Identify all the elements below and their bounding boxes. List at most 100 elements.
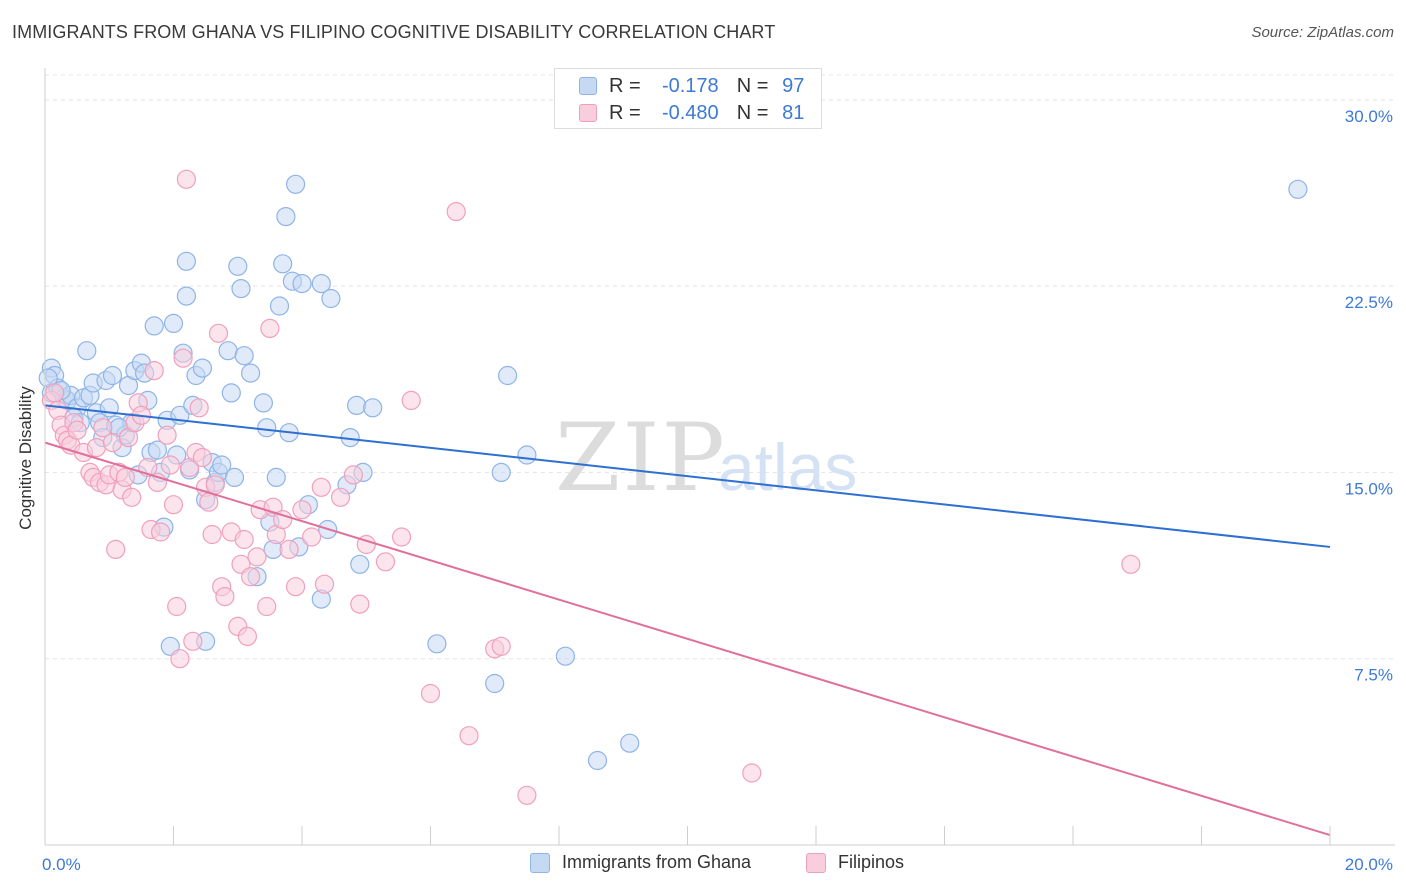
filipino-point: [375, 552, 396, 572]
filipino-point: [311, 477, 331, 497]
filipino-point: [742, 763, 762, 783]
filipino-point: [1121, 554, 1141, 574]
chart-title: IMMIGRANTS FROM GHANA VS FILIPINO COGNIT…: [12, 22, 776, 42]
ghana-point: [273, 254, 293, 274]
ghana-point: [218, 341, 238, 361]
legend-n-value-filipinos: 81: [782, 101, 805, 124]
filipino-point: [192, 447, 212, 468]
filipino-point: [392, 527, 412, 547]
ghana-point: [253, 393, 273, 413]
legend-r-value-filipinos: -0.480: [661, 101, 719, 124]
ghana-trend-line: [44, 404, 1331, 548]
y-tick-label: 7.5%: [1354, 666, 1393, 685]
filipino-point: [189, 398, 209, 418]
bottom-legend-swatch-ghana: [530, 852, 550, 873]
ghana-point: [292, 274, 312, 294]
ghana-point: [620, 733, 640, 753]
filipino-point: [106, 539, 126, 560]
legend-r-label: R =: [609, 74, 641, 97]
legend-swatch-ghana: [579, 77, 597, 95]
ghana-point: [144, 316, 164, 336]
filipino-trend-line: [44, 441, 1331, 837]
ghana-point: [212, 455, 232, 475]
filipino-point: [279, 539, 299, 560]
bottom-legend-ghana: Immigrants from Ghana: [530, 852, 751, 873]
ghana-point: [347, 395, 367, 415]
ghana-point: [276, 207, 296, 227]
filipino-point: [86, 438, 107, 458]
ghana-point: [1288, 179, 1308, 199]
filipino-point: [173, 348, 193, 368]
ghana-point: [163, 313, 184, 333]
filipino-point: [163, 495, 184, 515]
legend-r-label: R =: [609, 101, 641, 124]
ghana-point: [311, 274, 331, 294]
filipino-point: [302, 527, 322, 547]
filipino-point: [241, 567, 261, 587]
bottom-legend-label-filipinos: Filipinos: [838, 852, 905, 872]
filipino-point: [183, 631, 203, 651]
filipino-point: [234, 529, 254, 550]
ghana-point: [228, 256, 248, 276]
filipino-point: [446, 202, 466, 222]
ghana-point: [491, 462, 511, 482]
filipino-point: [330, 487, 351, 507]
filipino-point: [459, 726, 479, 746]
filipino-point: [170, 649, 190, 669]
ghana-point: [221, 383, 241, 403]
ghana-point: [77, 341, 97, 361]
filipino-point: [199, 492, 219, 512]
filipino-point: [491, 636, 511, 656]
y-tick-label: 30.0%: [1345, 107, 1393, 126]
filipino-point: [208, 323, 229, 343]
filipino-point: [401, 390, 421, 410]
ghana-point: [241, 363, 261, 383]
legend-n-label: N =: [736, 74, 769, 97]
bottom-legend-filipinos: Filipinos: [806, 852, 904, 873]
legend-row-filipinos: R = -0.480 N = 81: [579, 100, 804, 126]
ghana-point: [555, 646, 576, 666]
ghana-point: [176, 251, 196, 271]
filipino-point: [517, 785, 537, 805]
ghana-point: [102, 365, 123, 386]
ghana-point: [257, 418, 277, 438]
filipino-point: [144, 361, 164, 381]
filipino-point: [102, 433, 123, 453]
filipino-point: [167, 596, 187, 617]
x-tick-label-max: 20.0%: [1345, 855, 1393, 874]
filipino-point: [215, 586, 235, 607]
correlation-legend: R = -0.178 N = 97 R = -0.480 N = 81: [554, 68, 822, 129]
ghana-point: [350, 554, 370, 574]
y-tick-label: 15.0%: [1345, 479, 1393, 498]
filipino-point: [160, 455, 180, 475]
filipino-point: [343, 465, 363, 485]
ghana-point: [286, 174, 306, 194]
ghana-point: [363, 398, 383, 418]
filipino-point: [314, 574, 335, 594]
filipino-point: [350, 594, 370, 614]
filipino-point: [157, 425, 177, 445]
legend-r-value-ghana: -0.178: [661, 74, 719, 97]
ghana-point: [224, 467, 245, 487]
watermark-zip: ZIP: [555, 404, 727, 513]
legend-swatch-filipinos: [579, 104, 597, 122]
filipino-point: [420, 683, 441, 704]
filipino-point: [237, 626, 257, 647]
ghana-point: [321, 288, 341, 309]
filipino-point: [273, 509, 293, 530]
ghana-point: [231, 279, 251, 299]
ghana-point: [192, 358, 212, 378]
filipino-point: [93, 418, 113, 438]
filipino-point: [260, 318, 280, 338]
filipino-point: [257, 596, 277, 617]
filipino-point: [67, 420, 87, 440]
filipino-point: [247, 547, 267, 567]
y-tick-label: 22.5%: [1345, 293, 1393, 312]
ghana-point: [498, 365, 518, 386]
ghana-point: [485, 673, 505, 694]
source-label: Source: ZipAtlas.com: [1251, 24, 1394, 41]
legend-n-label: N =: [736, 101, 769, 124]
ghana-point: [147, 440, 167, 460]
ghana-point: [587, 750, 608, 771]
